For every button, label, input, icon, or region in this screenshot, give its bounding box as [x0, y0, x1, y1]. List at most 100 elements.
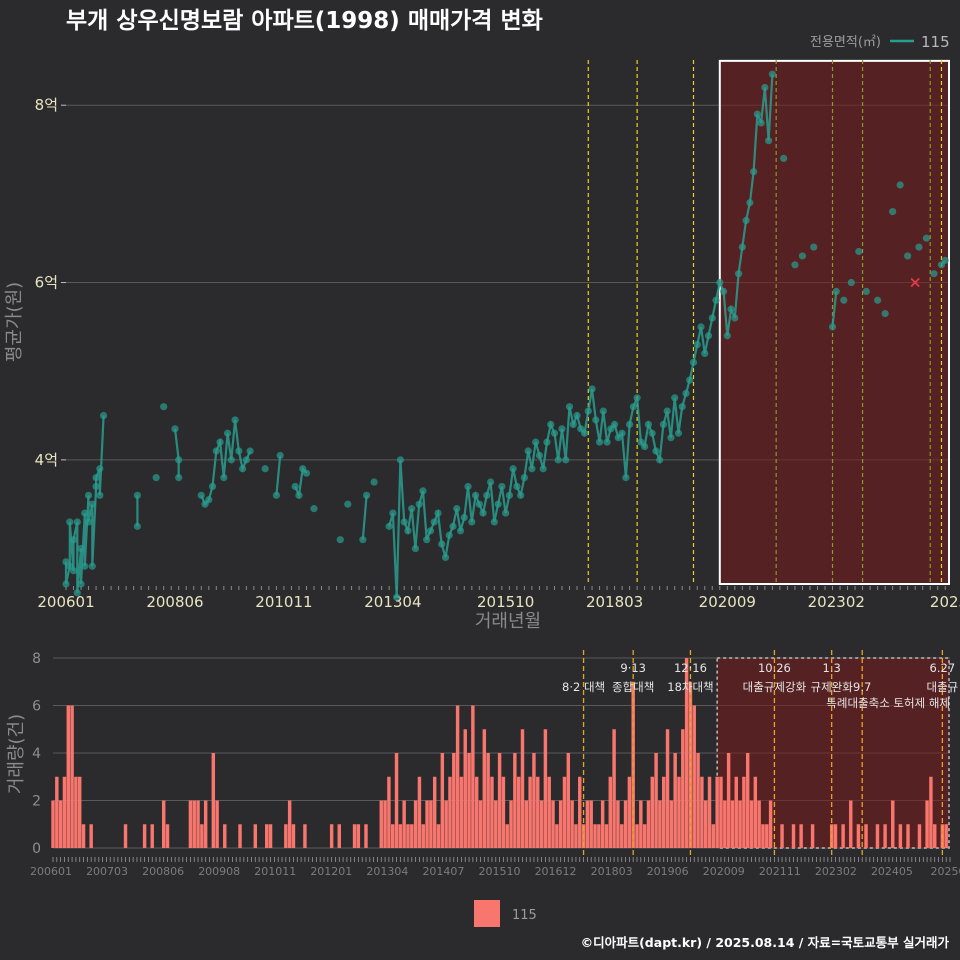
- data-point: [205, 496, 213, 504]
- volume-bar: [799, 824, 803, 848]
- volume-bar: [780, 824, 784, 848]
- data-point: [92, 474, 100, 482]
- volume-bar: [268, 824, 273, 848]
- volume-bar: [650, 776, 654, 848]
- volume-y-tick-label: 4: [32, 746, 41, 762]
- volume-bar: [406, 824, 410, 848]
- data-point: [644, 420, 653, 428]
- volume-bar: [726, 753, 731, 848]
- volume-bar: [669, 800, 674, 848]
- volume-bar: [604, 824, 609, 848]
- data-point: [659, 420, 668, 428]
- volume-bar: [944, 824, 948, 848]
- data-point: [438, 540, 446, 548]
- volume-bar: [215, 800, 219, 848]
- data-point: [441, 553, 450, 562]
- volume-bar: [593, 824, 597, 848]
- data-point: [471, 491, 480, 499]
- volume-bar: [696, 753, 700, 848]
- data-point: [599, 407, 607, 415]
- data-point: [175, 474, 183, 482]
- data-point: [810, 243, 818, 251]
- data-point: [261, 465, 269, 473]
- data-point: [674, 429, 683, 437]
- data-point: [81, 509, 89, 517]
- data-point: [862, 287, 870, 295]
- data-point: [610, 420, 619, 428]
- volume-bar: [658, 800, 662, 848]
- volume-bar: [734, 776, 738, 848]
- data-point: [554, 456, 562, 464]
- data-point: [408, 505, 416, 513]
- volume-bar: [768, 800, 773, 848]
- data-point: [310, 505, 318, 513]
- data-point: [276, 451, 284, 460]
- volume-x-tick-label: 200908: [198, 865, 240, 878]
- volume-bar: [558, 800, 563, 848]
- data-point: [565, 403, 574, 411]
- volume-bar: [383, 800, 387, 848]
- data-point: [656, 456, 664, 464]
- data-point: [828, 323, 837, 331]
- volume-bar: [719, 776, 723, 848]
- data-point: [430, 518, 438, 526]
- data-point: [411, 544, 420, 553]
- credit-text: ©디아파트(dapt.kr) / 2025.08.14 / 자료=국토교통부 실…: [581, 935, 950, 950]
- x-axis-title: 거래년월: [475, 611, 541, 632]
- volume-bar: [352, 824, 357, 848]
- data-point: [569, 420, 577, 428]
- volume-bar: [623, 800, 628, 848]
- data-point: [896, 181, 904, 189]
- volume-bar: [700, 776, 704, 848]
- volume-bar: [394, 753, 399, 848]
- policy-date-label: 12·16: [674, 661, 707, 675]
- data-point: [753, 110, 761, 118]
- volume-bar: [589, 800, 593, 848]
- data-point: [396, 456, 405, 464]
- data-point: [246, 447, 254, 455]
- data-point: [855, 247, 863, 256]
- data-point: [622, 474, 630, 482]
- data-point: [708, 314, 716, 322]
- volume-x-tick-label: 202405: [871, 865, 913, 878]
- volume-panel: 0 2 4 6 8 8·2 대책 9·13 종합대책 12·16 18차대책 10.26 대출규제강화…: [30, 650, 960, 878]
- volume-bar: [616, 800, 620, 848]
- volume-y-tick-label: 0: [32, 841, 41, 857]
- volume-bar: [738, 800, 742, 848]
- volume-bar: [55, 776, 59, 848]
- volume-bar: [78, 776, 82, 848]
- data-point: [242, 456, 250, 464]
- data-point: [573, 411, 581, 420]
- data-point: [272, 491, 281, 499]
- data-point: [641, 442, 649, 451]
- data-point: [562, 456, 570, 464]
- volume-bar: [600, 800, 605, 848]
- policy-name-label: 8·2 대책: [562, 680, 605, 694]
- data-point: [603, 438, 611, 446]
- volume-bar: [692, 705, 696, 848]
- data-point: [550, 429, 559, 437]
- volume-bar: [711, 824, 716, 848]
- volume-bar: [474, 776, 479, 848]
- volume-bar: [463, 729, 467, 848]
- volume-bar: [654, 753, 658, 848]
- volume-bar: [425, 800, 429, 848]
- volume-bar: [662, 776, 666, 848]
- volume-bar: [765, 824, 769, 848]
- data-point: [152, 474, 160, 482]
- data-point: [486, 478, 495, 486]
- volume-x-tick-label: 20250: [931, 865, 960, 878]
- volume-bar: [849, 800, 853, 848]
- data-point: [96, 491, 104, 499]
- data-point: [344, 500, 352, 508]
- data-point: [502, 509, 510, 517]
- volume-bar: [452, 753, 456, 848]
- volume-bar: [459, 776, 464, 848]
- data-point: [727, 305, 735, 313]
- data-point: [404, 527, 412, 535]
- data-point: [558, 425, 566, 433]
- x-tick-label: 200806: [146, 593, 203, 611]
- data-point: [69, 567, 78, 575]
- data-point: [415, 500, 423, 508]
- volume-bar: [642, 824, 647, 848]
